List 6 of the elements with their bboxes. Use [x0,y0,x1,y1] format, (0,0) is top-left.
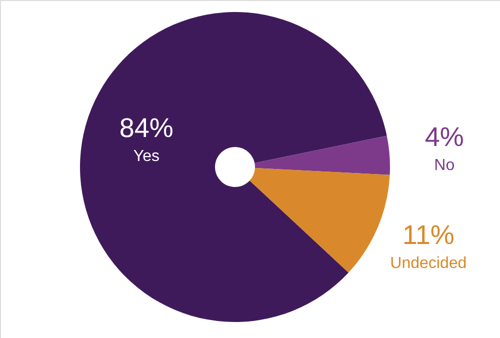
slice-label: Undecided [390,254,467,272]
data-label: 11% [402,220,454,250]
slice-label: No [434,157,455,174]
data-label: 4% [424,122,464,152]
data-label: 84% [119,113,174,144]
slice-label: Yes [133,148,160,166]
